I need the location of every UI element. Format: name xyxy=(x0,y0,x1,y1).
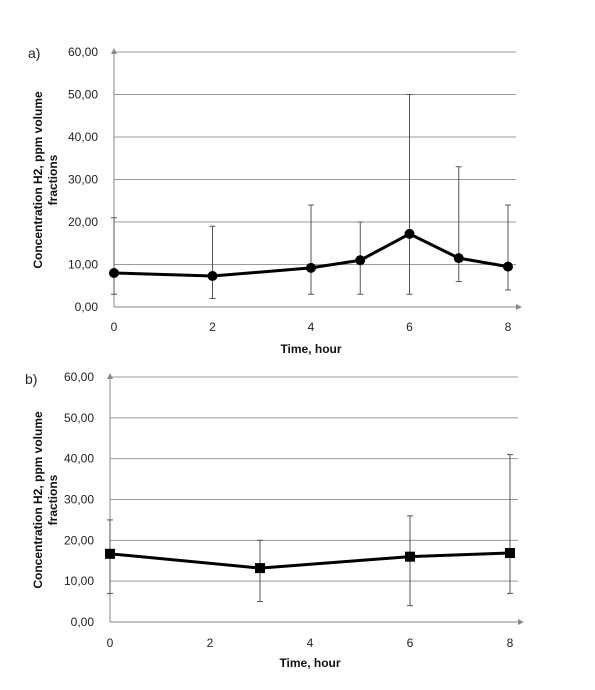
data-point xyxy=(207,270,218,281)
y-tick-label: 40,00 xyxy=(64,452,94,466)
x-tick-label: 6 xyxy=(406,320,413,334)
data-point xyxy=(404,228,415,239)
y-tick-label: 20,00 xyxy=(68,215,98,229)
x-axis-title: Time, hour xyxy=(279,656,340,670)
y-axis-arrow xyxy=(111,48,117,54)
x-tick-label: 8 xyxy=(505,320,512,334)
y-axis-title-line: Concentration H2, ppm volume xyxy=(31,411,45,589)
y-tick-label: 10,00 xyxy=(68,258,98,272)
series-line xyxy=(109,551,511,570)
y-axis-title-line: fractions xyxy=(46,154,60,205)
chart-panel: 0,00 10,00 20,00 30,00 40,00 50,00 60,00 0 2 4 6 8 T… xyxy=(28,45,522,356)
y-tick-label: 0,00 xyxy=(71,615,95,629)
y-tick-label: 60,00 xyxy=(64,370,94,384)
y-axis-title: Concentration H2, ppm volumefractions xyxy=(31,91,60,269)
x-axis-arrow xyxy=(518,619,524,625)
x-tick-label: 6 xyxy=(407,636,414,650)
x-tick-label: 4 xyxy=(307,636,314,650)
y-axis-arrow xyxy=(107,373,113,379)
y-tick-label: 30,00 xyxy=(64,493,94,507)
x-axis-title: Time, hour xyxy=(280,342,341,356)
x-tick-label: 2 xyxy=(207,636,214,650)
y-tick-label: 20,00 xyxy=(64,533,94,547)
data-point xyxy=(255,563,265,574)
y-tick-label: 10,00 xyxy=(64,574,94,588)
data-point xyxy=(505,547,515,558)
panel-label: b) xyxy=(25,371,37,387)
y-tick-label: 30,00 xyxy=(68,173,98,187)
data-point xyxy=(306,262,316,273)
data-point xyxy=(453,253,464,264)
chart-panel: 0,00 10,00 20,00 30,00 40,00 50,00 60,00 0 2 4 6 8 T… xyxy=(25,370,524,670)
data-point xyxy=(355,255,366,266)
x-tick-label: 0 xyxy=(111,320,118,334)
x-tick-label: 0 xyxy=(107,636,114,650)
x-axis-arrow xyxy=(516,304,522,310)
data-point xyxy=(503,261,513,272)
y-axis-title-line: Concentration H2, ppm volume xyxy=(31,91,45,269)
x-tick-label: 8 xyxy=(507,636,514,650)
data-point xyxy=(405,551,415,562)
y-tick-label: 50,00 xyxy=(68,88,98,102)
data-point xyxy=(109,268,119,278)
y-axis-title-line: fractions xyxy=(46,474,60,525)
x-tick-label: 2 xyxy=(209,320,216,334)
y-tick-label: 0,00 xyxy=(75,300,99,314)
x-tick-label: 4 xyxy=(308,320,315,334)
y-tick-label: 40,00 xyxy=(68,130,98,144)
y-tick-label: 50,00 xyxy=(64,411,94,425)
panel-label: a) xyxy=(28,45,40,61)
y-tick-label: 60,00 xyxy=(68,45,98,59)
y-axis-title: Concentration H2, ppm volumefractions xyxy=(31,411,60,589)
data-point xyxy=(105,548,115,559)
